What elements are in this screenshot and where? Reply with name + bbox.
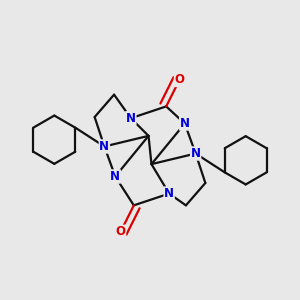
Text: N: N [110,170,120,183]
Text: N: N [190,147,201,160]
Text: N: N [99,140,110,153]
Text: O: O [116,225,126,239]
Text: O: O [174,74,184,86]
Text: N: N [164,187,174,200]
Text: N: N [180,117,190,130]
Text: N: N [126,112,136,125]
